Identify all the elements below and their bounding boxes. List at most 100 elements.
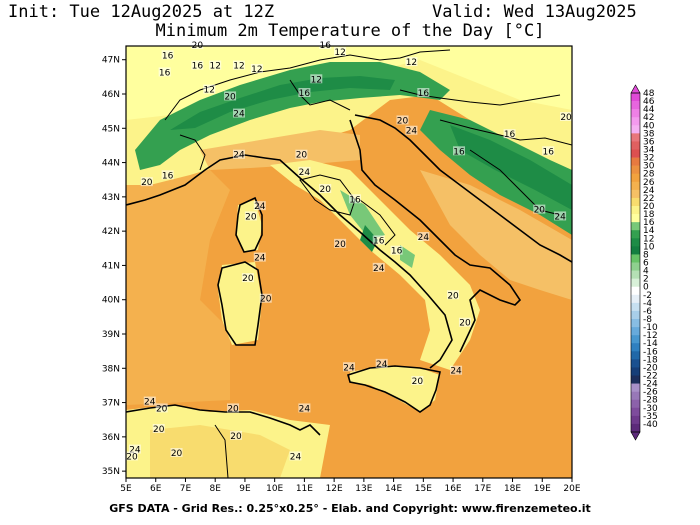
contour-label-bg — [298, 403, 311, 413]
contour-label-bg — [140, 177, 153, 187]
contour-label-bg — [232, 60, 245, 70]
contour-label-bg — [554, 211, 567, 221]
colorbar-swatch — [631, 351, 640, 360]
contour-label: 24 — [254, 254, 266, 264]
colorbar-swatch — [631, 383, 640, 392]
contour-label-bg — [230, 430, 243, 440]
lon-tick-label: 6E — [150, 484, 162, 494]
contour-label: 12 — [251, 65, 262, 75]
colorbar-label: 48 — [643, 89, 655, 99]
contour-label-bg — [209, 60, 222, 70]
colorbar-swatch — [631, 367, 640, 376]
colorbar-label: 26 — [643, 178, 655, 188]
colorbar-label: -16 — [643, 347, 658, 357]
lat-tick-label: 47N — [102, 56, 120, 66]
contour-label-bg — [560, 112, 573, 121]
colorbar-swatch — [631, 109, 640, 118]
colorbar-swatch — [631, 189, 640, 199]
contour-label-bg — [155, 403, 168, 413]
contour-label: 24 — [406, 127, 418, 137]
contour-label: 12 — [334, 48, 345, 58]
tyrrhenian-coast — [126, 154, 453, 369]
sardinia-coast — [217, 261, 263, 346]
contour-label: 20 — [230, 432, 242, 442]
colorbar-label: 44 — [643, 105, 655, 115]
contour-label-bg — [170, 448, 183, 457]
contour-label: 16 — [162, 171, 174, 181]
contour-label-bg — [161, 170, 174, 180]
contour-label: 24 — [373, 264, 385, 274]
colorbar-label: 4 — [643, 267, 649, 277]
lon-tick-label: 17E — [474, 484, 491, 494]
contour-label-bg — [411, 376, 424, 385]
lat-tick-label: 43N — [102, 193, 120, 203]
colorbar-swatch — [631, 125, 640, 134]
contour-label-bg — [396, 115, 409, 125]
contour-label: 24 — [233, 110, 245, 120]
lat-tick-label: 35N — [102, 467, 120, 477]
contour-label: 16 — [349, 195, 361, 205]
colorbar-swatch — [631, 391, 640, 401]
contour-label-bg — [453, 146, 466, 156]
colorbar-swatch — [631, 157, 640, 166]
colorbar-swatch — [631, 165, 640, 175]
colorbar-swatch — [631, 327, 640, 336]
footer-credit: GFS DATA - Grid Res.: 0.25°x0.25° - Elab… — [109, 502, 591, 515]
contour-label: 24 — [376, 360, 388, 370]
contour-label-bg — [334, 46, 347, 56]
colorbar-label: 12 — [643, 234, 654, 244]
contour-label-bg — [191, 40, 204, 49]
contour-label-bg — [372, 262, 385, 272]
colorbar-swatch — [631, 319, 640, 328]
contour-label-bg — [310, 74, 323, 84]
lon-tick-label: 15E — [415, 484, 432, 494]
contour-label: 12 — [204, 86, 215, 96]
colorbar-label: -28 — [643, 396, 658, 406]
contour-label-bg — [298, 166, 311, 176]
lon-tick-label: 16E — [444, 484, 461, 494]
lon-tick-label: 5E — [120, 484, 132, 494]
colorbar-label: -22 — [643, 372, 658, 382]
colorbar-label: 20 — [643, 202, 655, 212]
colorbar-label: 46 — [643, 97, 655, 107]
contour-label: 16 — [391, 247, 403, 257]
contour-label: 20 — [459, 319, 471, 329]
colorbar-swatch — [631, 423, 640, 433]
colorbar-swatch — [631, 375, 640, 384]
dinaric-core-field — [450, 125, 572, 210]
contour-label: 16 — [504, 130, 516, 140]
contour-label-bg — [390, 245, 403, 255]
colorbar-swatch — [631, 294, 640, 304]
colorbar: 4846444240383634323028262422201816141210… — [630, 84, 658, 441]
colorbar-swatch — [631, 359, 640, 368]
contour-label: 24 — [254, 202, 266, 212]
dalmatian-coast — [354, 114, 572, 263]
contour-label: 20 — [296, 151, 308, 161]
map-fields — [126, 46, 572, 478]
contour-label-bg — [458, 317, 471, 327]
contour-label-bg — [227, 403, 240, 413]
contour-label-bg — [319, 40, 332, 49]
colorbar-label: -20 — [643, 363, 658, 373]
contour-label-bg — [143, 396, 156, 406]
contour-label-bg — [152, 424, 165, 433]
contour-label: 16 — [162, 51, 174, 61]
valid-time: Valid: Wed 13Aug2025 — [432, 2, 637, 22]
colorbar-swatch — [631, 133, 640, 142]
lat-tick-label: 37N — [102, 399, 120, 409]
contour-label-bg — [128, 444, 141, 454]
colorbar-swatch — [631, 238, 640, 247]
contour-label-bg — [348, 194, 361, 204]
lat-tick-label: 40N — [102, 296, 120, 306]
adriatic-coast — [349, 119, 522, 353]
colorbar-swatch — [631, 270, 640, 279]
colorbar-label: -10 — [643, 323, 658, 333]
contour-label-bg — [375, 358, 388, 368]
colorbar-label: 0 — [643, 283, 649, 293]
contour-label-bg — [232, 149, 245, 159]
colorbar-swatch — [631, 197, 640, 207]
contour-label: 20 — [245, 212, 257, 222]
colorbar-bottom-arrow — [630, 431, 641, 441]
abruzzo-core-field — [360, 225, 378, 252]
contour-label-bg — [125, 451, 138, 461]
